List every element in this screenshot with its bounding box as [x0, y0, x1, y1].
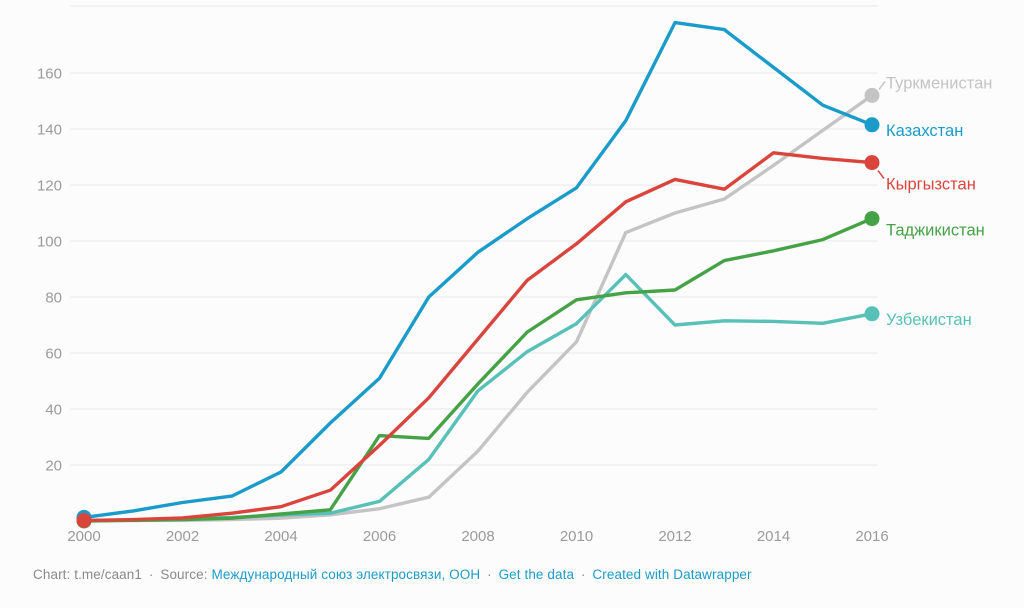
line-chart: 20 40 60 80 100 120 140 160 2000 2002 2004 2006 2008… [37, 5, 992, 545]
y-axis-tick-label: 140 [37, 122, 62, 139]
y-axis-tick-label: 120 [37, 178, 62, 195]
chart-footer: Chart: t.me/caan1 · Source: Международны… [33, 567, 993, 582]
line-Казахстан [82, 20, 874, 520]
footer-separator: · [148, 567, 154, 582]
x-axis-tick-label: 2014 [757, 528, 790, 545]
x-axis-tick-label: 2004 [264, 528, 297, 545]
x-axis-tick-label: 2000 [67, 528, 100, 545]
end-dot-Таджикистан [864, 211, 880, 227]
x-axis-tick-label: 2006 [363, 528, 396, 545]
end-dot-Узбекистан [864, 306, 880, 322]
end-dot-Казахстан [864, 117, 880, 133]
series-label-Казахстан: Казахстан [886, 122, 963, 140]
created-with-link[interactable]: Created with Datawrapper [592, 567, 752, 582]
label-connector-Кыргызстан [877, 170, 885, 180]
x-axis-tick-label: 2012 [658, 528, 691, 545]
series-label-Кыргызстан: Кыргызстан [886, 176, 976, 194]
source-link[interactable]: Международный союз электросвязи, ООН [211, 567, 481, 582]
line-Таджикистан [82, 216, 874, 523]
line-Узбекистан [82, 272, 874, 523]
end-dot-Туркменистан [864, 87, 880, 103]
y-axis-tick-label: 160 [37, 66, 62, 83]
series-label-Туркменистан: Туркменистан [886, 74, 992, 92]
footer-separator: · [487, 567, 492, 582]
label-connector-Туркменистан [878, 80, 886, 90]
x-axis-tick-label: 2010 [560, 528, 593, 545]
series-label-Узбекистан: Узбекистан [886, 311, 972, 329]
line-Кыргызстан [82, 151, 874, 523]
y-axis-tick-label: 20 [45, 458, 62, 475]
x-axis-tick-label: 2008 [461, 528, 494, 545]
x-axis-tick-label: 2016 [855, 528, 888, 545]
x-axis-tick-label: 2002 [166, 528, 199, 545]
y-axis-tick-label: 40 [45, 402, 62, 419]
series-label-Таджикистан: Таджикистан [886, 222, 985, 240]
source-label: Source: [160, 567, 208, 582]
chart-credit: Chart: t.me/caan1 [33, 567, 143, 582]
y-axis-tick-label: 100 [37, 234, 62, 251]
end-dot-Кыргызстан [864, 155, 880, 171]
y-axis-tick-label: 60 [45, 346, 62, 363]
line-Туркменистан [82, 93, 874, 523]
y-axis-tick-label: 80 [45, 290, 62, 307]
get-data-link[interactable]: Get the data [498, 567, 575, 582]
start-dot-Кыргызстан [76, 512, 92, 528]
footer-separator: · [580, 567, 586, 582]
